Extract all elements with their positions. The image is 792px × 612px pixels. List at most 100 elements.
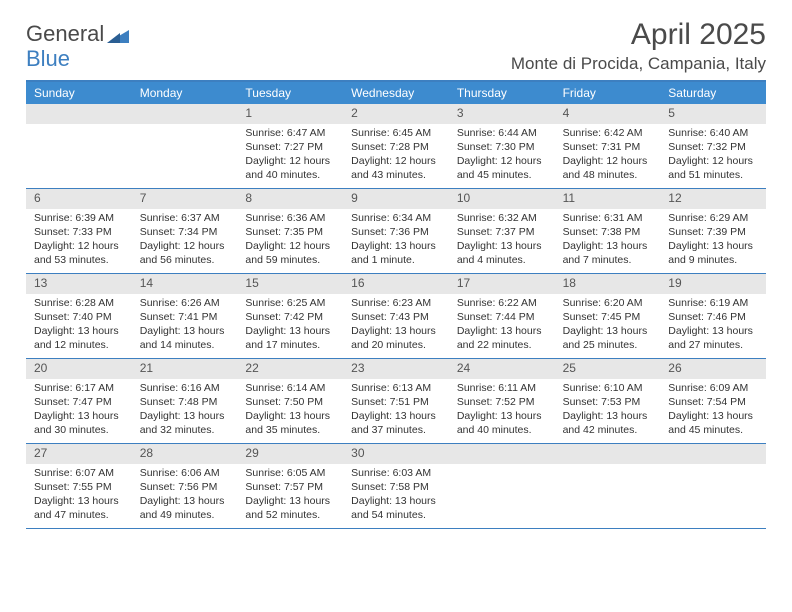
day-details: Sunrise: 6:40 AMSunset: 7:32 PMDaylight:… [660,124,766,187]
day-number: 6 [26,189,132,209]
day-number [26,104,132,124]
day-number: 13 [26,274,132,294]
calendar-cell-empty [449,444,555,528]
day-number: 26 [660,359,766,379]
day-details: Sunrise: 6:32 AMSunset: 7:37 PMDaylight:… [449,209,555,272]
calendar-cell: 25Sunrise: 6:10 AMSunset: 7:53 PMDayligh… [555,359,661,443]
day-details: Sunrise: 6:25 AMSunset: 7:42 PMDaylight:… [237,294,343,357]
calendar-cell: 4Sunrise: 6:42 AMSunset: 7:31 PMDaylight… [555,104,661,188]
day-of-week-header: Thursday [449,82,555,104]
day-of-week-header: Sunday [26,82,132,104]
sunset-line: Sunset: 7:58 PM [351,480,445,494]
calendar-cell: 18Sunrise: 6:20 AMSunset: 7:45 PMDayligh… [555,274,661,358]
daylight-line: Daylight: 12 hours and 40 minutes. [245,154,339,182]
sunset-line: Sunset: 7:31 PM [563,140,657,154]
daylight-line: Daylight: 12 hours and 43 minutes. [351,154,445,182]
sunset-line: Sunset: 7:57 PM [245,480,339,494]
daylight-line: Daylight: 13 hours and 22 minutes. [457,324,551,352]
logo-text-1: General [26,21,104,46]
calendar-page: GeneralBlue April 2025 Monte di Procida,… [0,0,792,529]
day-number [132,104,238,124]
title-block: April 2025 Monte di Procida, Campania, I… [511,18,766,74]
day-number: 29 [237,444,343,464]
day-details: Sunrise: 6:14 AMSunset: 7:50 PMDaylight:… [237,379,343,442]
sunset-line: Sunset: 7:56 PM [140,480,234,494]
daylight-line: Daylight: 13 hours and 17 minutes. [245,324,339,352]
calendar-cell: 13Sunrise: 6:28 AMSunset: 7:40 PMDayligh… [26,274,132,358]
day-details: Sunrise: 6:31 AMSunset: 7:38 PMDaylight:… [555,209,661,272]
daylight-line: Daylight: 13 hours and 9 minutes. [668,239,762,267]
day-details [555,464,661,470]
sunrise-line: Sunrise: 6:17 AM [34,381,128,395]
calendar-cell: 21Sunrise: 6:16 AMSunset: 7:48 PMDayligh… [132,359,238,443]
daylight-line: Daylight: 13 hours and 40 minutes. [457,409,551,437]
day-number: 21 [132,359,238,379]
day-number: 19 [660,274,766,294]
day-number: 5 [660,104,766,124]
day-of-week-row: SundayMondayTuesdayWednesdayThursdayFrid… [26,82,766,104]
daylight-line: Daylight: 13 hours and 37 minutes. [351,409,445,437]
calendar-cell: 3Sunrise: 6:44 AMSunset: 7:30 PMDaylight… [449,104,555,188]
calendar-week-row: 6Sunrise: 6:39 AMSunset: 7:33 PMDaylight… [26,189,766,274]
day-of-week-header: Tuesday [237,82,343,104]
day-number: 11 [555,189,661,209]
sunrise-line: Sunrise: 6:34 AM [351,211,445,225]
sunset-line: Sunset: 7:41 PM [140,310,234,324]
sunrise-line: Sunrise: 6:19 AM [668,296,762,310]
sunset-line: Sunset: 7:44 PM [457,310,551,324]
day-details: Sunrise: 6:17 AMSunset: 7:47 PMDaylight:… [26,379,132,442]
location: Monte di Procida, Campania, Italy [511,54,766,74]
day-details: Sunrise: 6:06 AMSunset: 7:56 PMDaylight:… [132,464,238,527]
calendar-cell: 7Sunrise: 6:37 AMSunset: 7:34 PMDaylight… [132,189,238,273]
daylight-line: Daylight: 13 hours and 47 minutes. [34,494,128,522]
day-number: 3 [449,104,555,124]
day-details: Sunrise: 6:09 AMSunset: 7:54 PMDaylight:… [660,379,766,442]
calendar-cell-empty [26,104,132,188]
daylight-line: Daylight: 12 hours and 56 minutes. [140,239,234,267]
calendar-cell: 24Sunrise: 6:11 AMSunset: 7:52 PMDayligh… [449,359,555,443]
sunset-line: Sunset: 7:46 PM [668,310,762,324]
daylight-line: Daylight: 12 hours and 51 minutes. [668,154,762,182]
sunset-line: Sunset: 7:36 PM [351,225,445,239]
sunrise-line: Sunrise: 6:45 AM [351,126,445,140]
day-number: 27 [26,444,132,464]
calendar-cell-empty [660,444,766,528]
sunset-line: Sunset: 7:54 PM [668,395,762,409]
day-number: 9 [343,189,449,209]
sunrise-line: Sunrise: 6:25 AM [245,296,339,310]
day-number: 15 [237,274,343,294]
sunrise-line: Sunrise: 6:16 AM [140,381,234,395]
day-number [660,444,766,464]
day-details: Sunrise: 6:37 AMSunset: 7:34 PMDaylight:… [132,209,238,272]
calendar-cell: 8Sunrise: 6:36 AMSunset: 7:35 PMDaylight… [237,189,343,273]
calendar-cell: 26Sunrise: 6:09 AMSunset: 7:54 PMDayligh… [660,359,766,443]
day-number: 14 [132,274,238,294]
calendar-week-row: 27Sunrise: 6:07 AMSunset: 7:55 PMDayligh… [26,444,766,529]
day-details: Sunrise: 6:26 AMSunset: 7:41 PMDaylight:… [132,294,238,357]
daylight-line: Daylight: 12 hours and 53 minutes. [34,239,128,267]
month-title: April 2025 [511,18,766,52]
sunrise-line: Sunrise: 6:31 AM [563,211,657,225]
sunrise-line: Sunrise: 6:29 AM [668,211,762,225]
day-details: Sunrise: 6:03 AMSunset: 7:58 PMDaylight:… [343,464,449,527]
day-number: 7 [132,189,238,209]
day-number: 4 [555,104,661,124]
sunset-line: Sunset: 7:34 PM [140,225,234,239]
calendar-cell: 11Sunrise: 6:31 AMSunset: 7:38 PMDayligh… [555,189,661,273]
day-details: Sunrise: 6:10 AMSunset: 7:53 PMDaylight:… [555,379,661,442]
calendar-week-row: 13Sunrise: 6:28 AMSunset: 7:40 PMDayligh… [26,274,766,359]
sunset-line: Sunset: 7:39 PM [668,225,762,239]
sunset-line: Sunset: 7:40 PM [34,310,128,324]
day-details: Sunrise: 6:11 AMSunset: 7:52 PMDaylight:… [449,379,555,442]
sunset-line: Sunset: 7:33 PM [34,225,128,239]
day-number: 17 [449,274,555,294]
sunrise-line: Sunrise: 6:40 AM [668,126,762,140]
day-number: 25 [555,359,661,379]
sunset-line: Sunset: 7:35 PM [245,225,339,239]
day-of-week-header: Monday [132,82,238,104]
day-details [660,464,766,470]
sunset-line: Sunset: 7:48 PM [140,395,234,409]
calendar-cell: 28Sunrise: 6:06 AMSunset: 7:56 PMDayligh… [132,444,238,528]
day-details: Sunrise: 6:29 AMSunset: 7:39 PMDaylight:… [660,209,766,272]
logo: GeneralBlue [26,18,129,70]
